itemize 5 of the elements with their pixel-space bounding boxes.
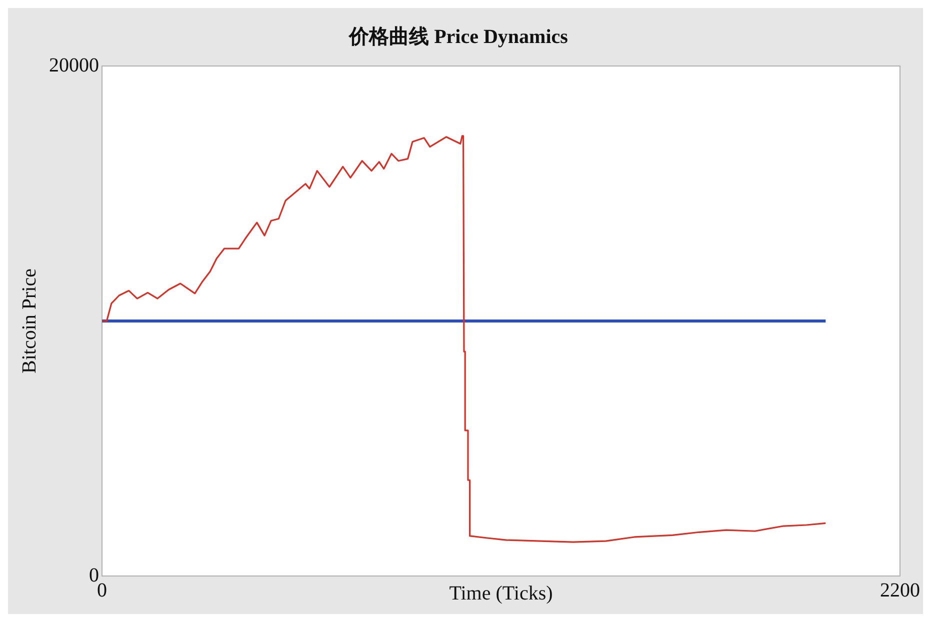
chart-title: 价格曲线 Price Dynamics bbox=[348, 26, 568, 48]
x-tick-label: 2200 bbox=[880, 579, 920, 602]
y-axis-title: Bitcoin Price bbox=[18, 268, 40, 374]
y-tick-label: 20000 bbox=[49, 54, 99, 76]
x-axis-title: Time (Ticks) bbox=[449, 582, 553, 604]
